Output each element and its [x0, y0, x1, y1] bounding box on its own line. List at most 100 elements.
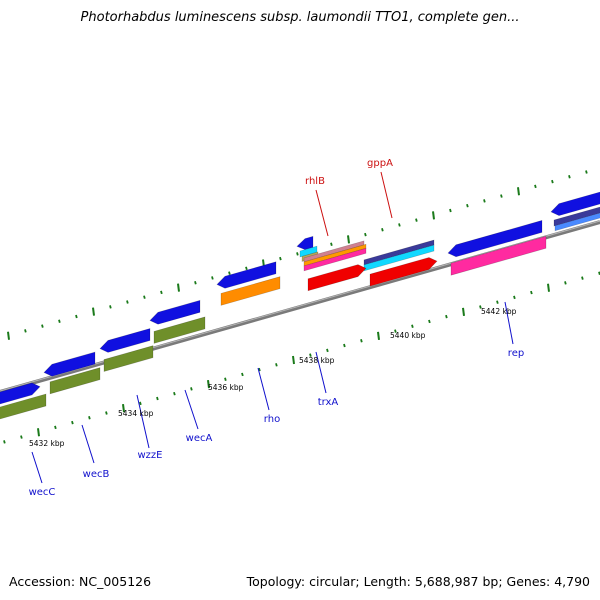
label-leader: [315, 351, 327, 394]
label-leader: [315, 189, 329, 237]
gene-label-wecB[interactable]: wecB: [83, 469, 110, 480]
track-tick: [462, 307, 465, 316]
gene-label-rhlB[interactable]: rhlB: [305, 176, 325, 187]
gene-feature[interactable]: [99, 328, 151, 353]
track-tick: [37, 428, 40, 437]
gene-feature[interactable]: [49, 367, 101, 395]
track-tick: [547, 283, 550, 292]
track-tick: [71, 420, 74, 425]
gene-feature[interactable]: [553, 204, 600, 227]
track-tick: [364, 232, 367, 237]
track-tick: [258, 367, 261, 372]
track-tick: [500, 194, 503, 198]
track-tick: [58, 319, 61, 324]
label-leader: [136, 394, 150, 449]
label-leader: [184, 389, 199, 430]
label-leader: [31, 451, 43, 484]
track-tick: [513, 295, 516, 300]
label-leader: [257, 367, 270, 411]
label-leaders: [31, 171, 514, 484]
position-label: 5436 kbp: [208, 383, 244, 392]
track-tick: [326, 348, 329, 353]
track-tick: [126, 300, 129, 304]
track-tick: [581, 276, 584, 280]
genome-summary: Topology: circular; Length: 5,688,987 bp…: [246, 574, 590, 589]
gene-feature-rhlB[interactable]: [307, 264, 367, 292]
gene-label-wecC[interactable]: wecC: [29, 487, 56, 498]
track-tick: [228, 271, 231, 275]
track-tick: [517, 187, 520, 196]
gene-feature-rep[interactable]: [450, 235, 547, 276]
track-tick: [224, 377, 227, 381]
position-label: 5440 kbp: [390, 331, 426, 340]
gene-label-rep[interactable]: rep: [508, 348, 524, 359]
gene-feature[interactable]: [296, 235, 314, 250]
track-tick: [432, 211, 435, 220]
gene-feature[interactable]: [550, 189, 600, 216]
track-tick: [377, 331, 380, 341]
gene-feature[interactable]: [303, 247, 367, 272]
track-tick: [347, 235, 350, 244]
track-tick: [207, 379, 210, 389]
track-tick: [292, 355, 295, 365]
gene-label-trxA[interactable]: trxA: [318, 397, 339, 408]
track-tick: [309, 353, 312, 357]
track-tick: [551, 179, 554, 184]
track-tick: [143, 295, 146, 299]
gene-feature[interactable]: [0, 382, 41, 405]
track-tick: [330, 242, 333, 246]
label-leader: [380, 171, 393, 219]
gene-label-gppA[interactable]: gppA: [367, 158, 393, 169]
track-tick: [245, 266, 248, 271]
track-tick: [530, 290, 533, 295]
gene-feature-wecA[interactable]: [216, 261, 277, 289]
track-tick: [41, 324, 44, 328]
track-tick: [449, 208, 452, 213]
track-tick: [75, 314, 78, 319]
track-tick: [564, 281, 567, 285]
track-tick: [411, 324, 414, 328]
track-tick: [479, 305, 482, 309]
track-tick: [428, 319, 431, 324]
gene-feature[interactable]: [554, 210, 600, 232]
track-tick: [398, 223, 401, 227]
track-tick: [585, 170, 588, 174]
position-label: 5434 kbp: [118, 409, 154, 418]
gene-labels: wecC wecB wzzE wecA rho trxA rep rhlB gppA: [29, 158, 525, 498]
gene-feature-rho[interactable]: [220, 276, 281, 306]
gene-feature[interactable]: [0, 393, 47, 420]
gene-label-wzzE[interactable]: wzzE: [138, 450, 163, 461]
gene-features: [0, 189, 600, 420]
track-tick: [534, 184, 537, 189]
track-tick: [568, 175, 571, 179]
genome-backbone-highlight: [0, 220, 600, 392]
track-tick: [360, 338, 363, 343]
track-tick: [7, 331, 10, 340]
track-tick: [122, 404, 125, 413]
track-tick: [177, 283, 180, 292]
map-title: Photorhabdus luminescens subsp. laumondi…: [80, 10, 520, 25]
gene-feature-gppA[interactable]: [369, 257, 438, 287]
track-tick: [24, 329, 27, 333]
track-tick: [415, 218, 418, 222]
gene-feature[interactable]: [43, 351, 96, 377]
gene-label-rho[interactable]: rho: [264, 414, 280, 425]
track-tick: [105, 411, 108, 415]
track-tick: [275, 363, 278, 367]
track-tick: [3, 440, 6, 444]
gene-label-wecA[interactable]: wecA: [186, 433, 213, 444]
track-tick: [88, 416, 91, 420]
track-tick: [394, 329, 397, 333]
gene-feature[interactable]: [103, 345, 154, 372]
gene-feature[interactable]: [447, 220, 543, 258]
track-tick: [496, 300, 499, 304]
track-tick: [92, 307, 95, 316]
track-tick: [109, 305, 112, 309]
gene-feature[interactable]: [153, 316, 206, 344]
track-tick: [139, 401, 142, 406]
track-tick: [20, 435, 23, 439]
position-label: 5432 kbp: [29, 439, 65, 448]
gene-feature[interactable]: [149, 299, 201, 325]
track-tick: [241, 372, 244, 377]
